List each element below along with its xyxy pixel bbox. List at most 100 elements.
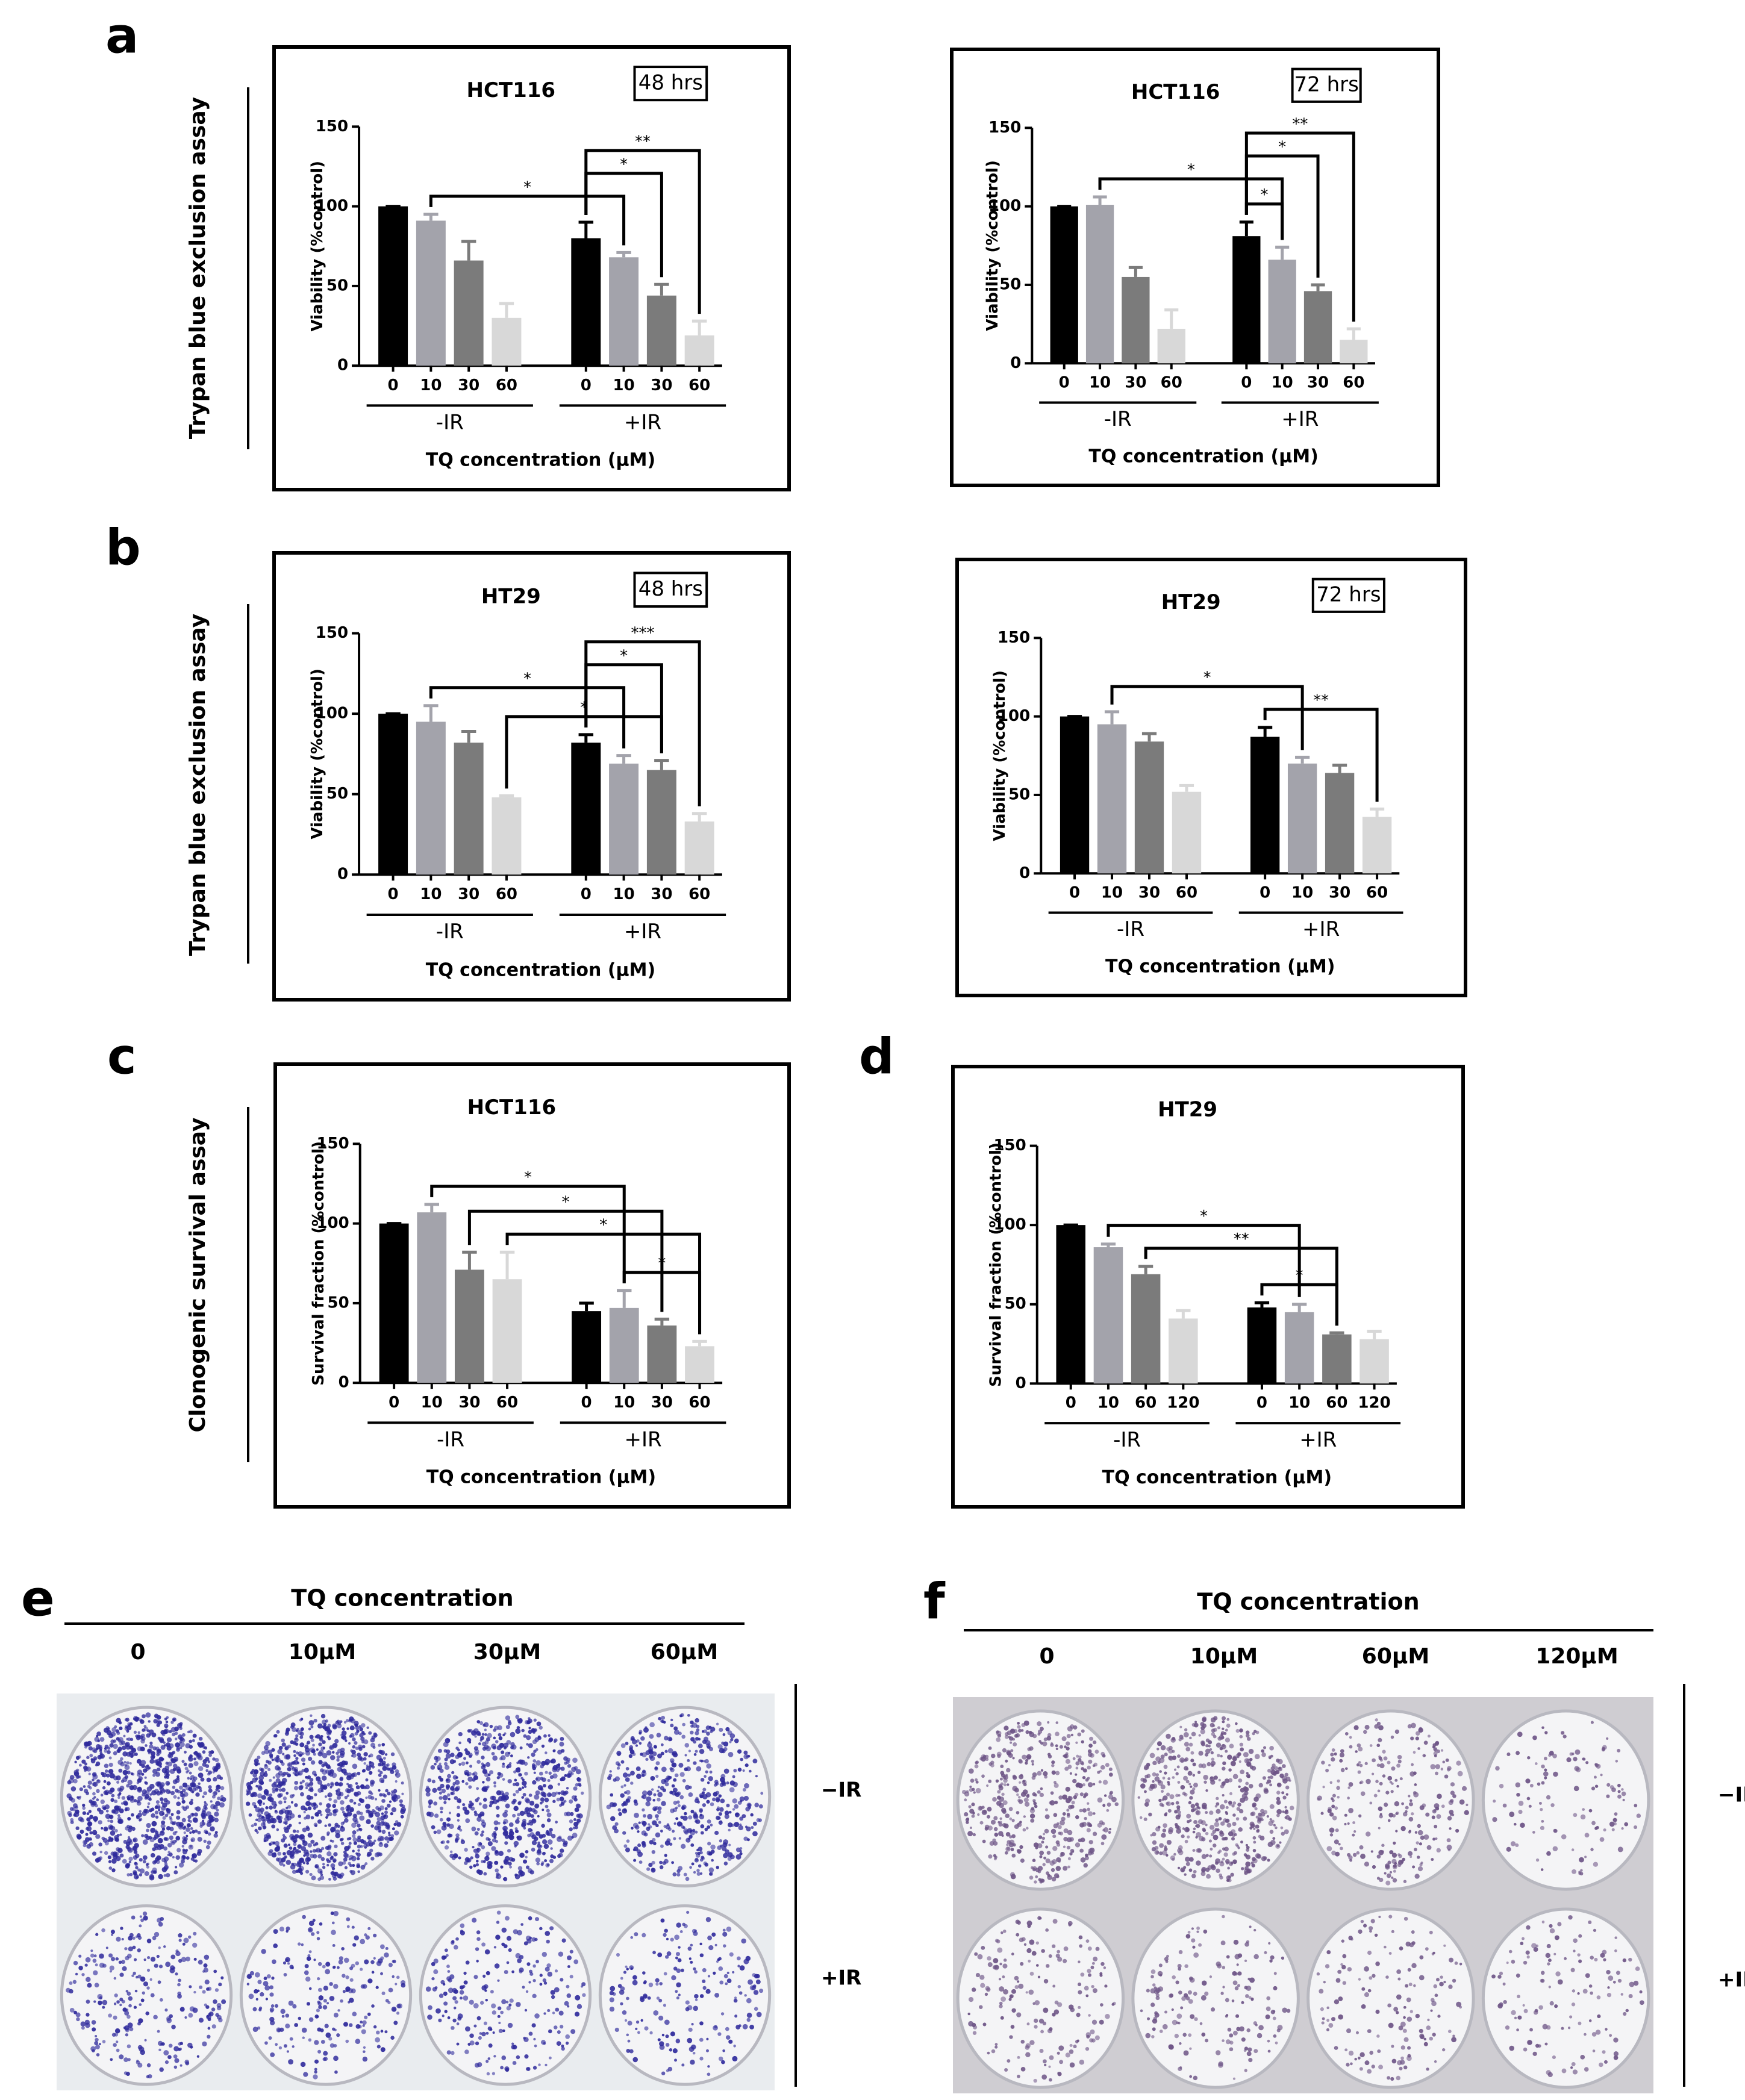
colony <box>210 1804 216 1810</box>
colony <box>477 1842 482 1847</box>
colony <box>659 1860 663 1865</box>
colony <box>519 1871 525 1877</box>
bar <box>1169 1318 1198 1384</box>
colony <box>193 1957 197 1961</box>
colony <box>1010 1728 1016 1734</box>
colony <box>504 1859 509 1865</box>
colony <box>387 1836 393 1842</box>
colony <box>521 1786 525 1789</box>
colony <box>1030 1818 1035 1823</box>
chart-title: HT29 <box>1158 1098 1217 1122</box>
colony <box>578 1784 582 1787</box>
colony <box>687 1946 692 1951</box>
colony <box>1163 1823 1167 1828</box>
colony <box>428 2005 432 2010</box>
x-tick-label: 0 <box>388 376 399 394</box>
x-tick-label: 10 <box>1089 373 1111 391</box>
colony <box>88 1810 92 1813</box>
colony <box>557 1783 561 1786</box>
colony <box>560 2025 564 2029</box>
colony <box>375 2037 381 2043</box>
colony <box>655 1824 659 1828</box>
colony <box>673 1966 678 1971</box>
colony <box>296 1727 300 1731</box>
colony <box>1034 1880 1037 1884</box>
colony <box>292 1854 295 1857</box>
colony <box>280 2008 286 2014</box>
colony <box>396 1795 401 1799</box>
colony <box>343 1812 348 1818</box>
colony <box>555 1821 558 1824</box>
colony <box>464 1848 468 1852</box>
colony <box>142 1860 146 1864</box>
colony <box>1026 1794 1030 1798</box>
colony <box>446 1964 450 1969</box>
colony <box>502 2029 505 2033</box>
colony <box>197 1837 202 1842</box>
colony <box>622 1801 628 1806</box>
colony <box>322 2005 328 2010</box>
colony <box>708 1867 714 1873</box>
colony <box>166 1737 172 1743</box>
colony <box>485 1971 490 1975</box>
colony <box>323 1986 328 1991</box>
colony <box>181 1733 186 1737</box>
colony <box>301 1769 305 1772</box>
colony <box>1037 1721 1042 1727</box>
colony <box>561 2044 564 2048</box>
colony <box>96 1798 99 1801</box>
colony <box>207 1832 211 1836</box>
colony <box>685 2000 690 2005</box>
colony <box>93 1816 98 1822</box>
colony <box>610 1816 616 1822</box>
colony <box>206 2014 210 2018</box>
colony <box>262 1802 265 1805</box>
colony <box>363 2050 366 2054</box>
colony <box>143 1915 148 1921</box>
colony <box>257 1784 262 1790</box>
colony <box>559 1796 564 1801</box>
colony <box>750 1813 754 1817</box>
colony <box>545 1751 548 1754</box>
colony <box>722 2049 725 2052</box>
colony <box>510 1754 513 1757</box>
colony <box>283 1821 286 1824</box>
colony <box>1198 1734 1201 1737</box>
colony <box>1219 1804 1225 1810</box>
colony <box>1014 1734 1019 1738</box>
colony <box>995 1779 999 1783</box>
colony <box>193 1990 196 1994</box>
colony <box>548 1734 551 1737</box>
colony <box>443 2001 448 2006</box>
colony <box>428 1799 433 1805</box>
colony <box>979 1821 984 1825</box>
colony <box>285 2024 290 2029</box>
colony <box>124 1765 130 1771</box>
colony <box>134 1862 137 1865</box>
colony <box>344 1866 348 1869</box>
colony <box>1054 1783 1059 1788</box>
colony <box>397 2003 403 2008</box>
colony <box>669 1767 673 1771</box>
colony <box>126 2044 131 2049</box>
colony <box>332 1827 336 1832</box>
colony <box>187 1777 190 1780</box>
colony <box>179 2007 185 2012</box>
colony <box>92 1797 95 1800</box>
colony <box>693 1761 697 1765</box>
side-label: Trypan blue exclusion assay <box>186 97 210 439</box>
colony <box>295 1734 299 1738</box>
colony <box>626 1996 629 2001</box>
colony <box>516 1766 520 1771</box>
colony <box>1017 1822 1022 1827</box>
colony <box>202 1795 205 1798</box>
colony <box>86 1756 90 1760</box>
colony <box>508 1751 511 1754</box>
colony <box>135 1866 139 1869</box>
colony <box>93 1954 97 1958</box>
colony <box>188 1935 192 1939</box>
colony <box>173 1870 178 1875</box>
colony <box>1035 1846 1038 1849</box>
colony <box>685 2007 690 2011</box>
colony <box>515 1789 519 1794</box>
